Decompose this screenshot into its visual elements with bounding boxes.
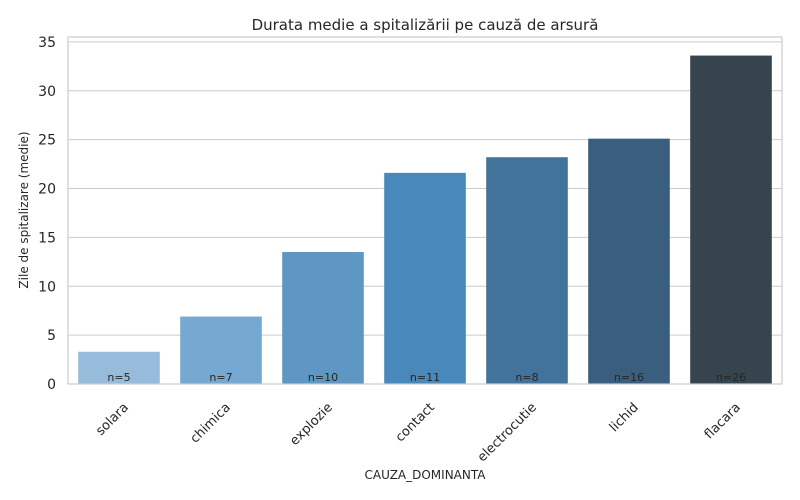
x-tick-label: electrocutie xyxy=(475,400,540,465)
count-label: n=10 xyxy=(308,371,338,384)
y-tick-label: 10 xyxy=(38,279,56,295)
chart-title: Durata medie a spitalizării pe cauză de … xyxy=(252,16,599,34)
count-label: n=8 xyxy=(515,371,538,384)
bars xyxy=(78,55,772,384)
bar xyxy=(690,55,772,384)
bar xyxy=(486,157,568,384)
x-tick-label: lichid xyxy=(607,400,642,435)
y-tick-label: 30 xyxy=(38,84,56,100)
y-axis-label: Zile de spitalizare (medie) xyxy=(17,131,31,288)
count-label: n=7 xyxy=(209,371,232,384)
x-tick-label: flacara xyxy=(702,400,744,442)
bar xyxy=(78,351,160,384)
y-tick-label: 25 xyxy=(38,133,56,149)
bar xyxy=(384,172,466,384)
y-tick-labels: 0 5 10 15 20 25 30 35 xyxy=(38,35,56,393)
x-tick-label: contact xyxy=(393,400,438,445)
count-label: n=11 xyxy=(410,371,440,384)
y-tick-label: 20 xyxy=(38,182,56,198)
y-tick-label: 35 xyxy=(38,35,56,51)
y-tick-label: 0 xyxy=(47,377,56,393)
x-axis-label: CAUZA_DOMINANTA xyxy=(365,468,487,482)
bar xyxy=(282,252,364,384)
count-label: n=5 xyxy=(107,371,130,384)
y-tick-label: 15 xyxy=(38,230,56,246)
bar xyxy=(588,138,670,384)
plot-frame xyxy=(67,36,783,385)
y-tick-label: 5 xyxy=(47,328,56,344)
x-tick-label: chimica xyxy=(188,400,234,446)
count-label: n=16 xyxy=(614,371,644,384)
count-label: n=26 xyxy=(716,371,746,384)
count-labels: n=5 n=7 n=10 n=11 n=8 n=16 n=26 xyxy=(107,371,746,384)
x-tick-label: explozie xyxy=(287,400,336,449)
x-tick-label: solara xyxy=(93,400,132,439)
x-tick-labels: solara chimica explozie contact electrocutie… xyxy=(93,400,744,465)
bar xyxy=(180,316,262,384)
